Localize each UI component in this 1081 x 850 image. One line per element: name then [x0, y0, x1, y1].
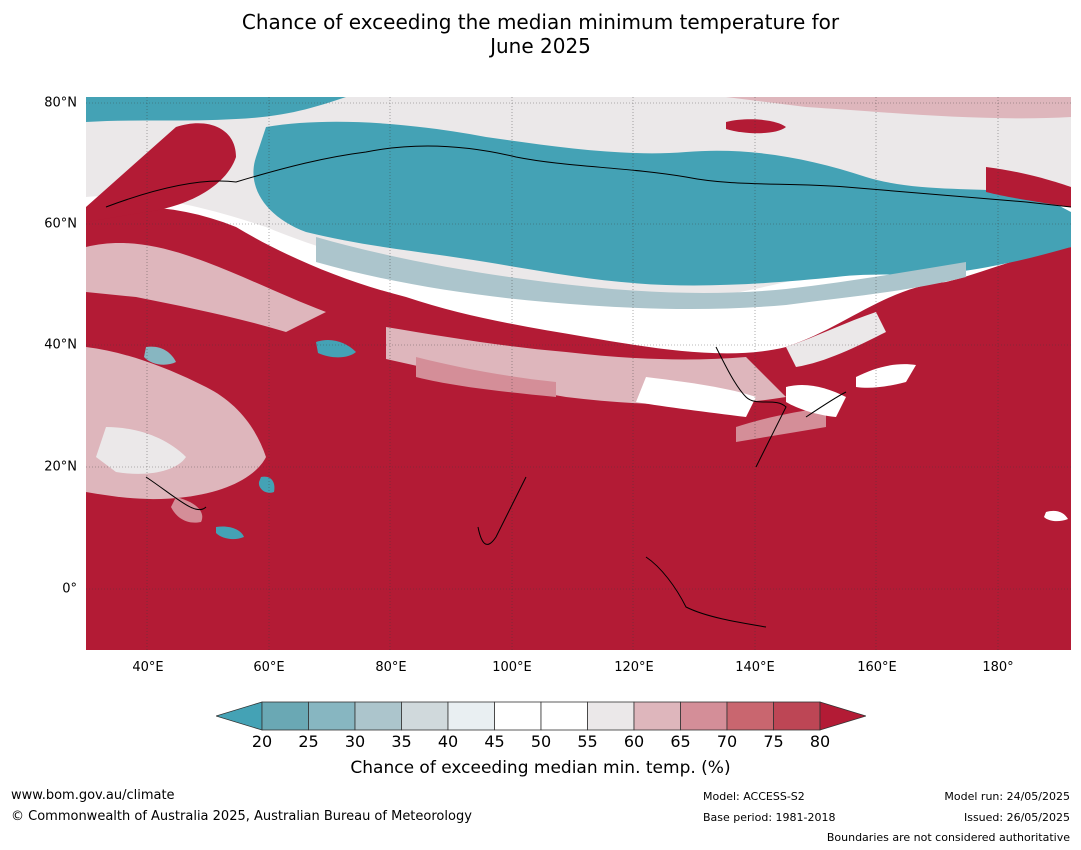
map-canvas — [86, 97, 1071, 650]
probability-map — [86, 97, 1071, 650]
lat-label-40n: 40°N — [44, 337, 77, 353]
footer-model-run: Model run: 24/05/2025 — [944, 790, 1070, 803]
colorbar-tick-label: 70 — [716, 732, 738, 751]
lon-label-120e: 120°E — [614, 660, 654, 675]
lon-label-60e: 60°E — [253, 660, 285, 675]
lon-label-80e: 80°E — [375, 660, 407, 675]
colorbar-graphic — [214, 701, 868, 731]
colorbar-segment — [587, 701, 635, 731]
colorbar-segment — [773, 701, 821, 731]
lat-label-80n: 80°N — [44, 95, 77, 111]
lat-label-60n: 60°N — [44, 216, 77, 232]
colorbar-segment — [308, 701, 356, 731]
footer-disclaimer: Boundaries are not considered authoritat… — [826, 831, 1070, 844]
colorbar-tick-label: 40 — [437, 732, 459, 751]
colorbar-segment — [680, 701, 728, 731]
colorbar-tick-label: 75 — [763, 732, 784, 751]
colorbar-tick-label: 55 — [577, 732, 598, 751]
colorbar-tick-label: 25 — [298, 732, 319, 751]
footer-copyright: © Commonwealth of Australia 2025, Austra… — [11, 809, 472, 824]
footer-issued: Issued: 26/05/2025 — [963, 811, 1070, 824]
colorbar-tick-label: 35 — [391, 732, 412, 751]
lon-label-140e: 140°E — [735, 660, 775, 675]
lon-label-160e: 160°E — [857, 660, 897, 675]
colorbar-segment — [540, 701, 588, 731]
lon-label-100e: 100°E — [492, 660, 532, 675]
colorbar-tick-label: 30 — [344, 732, 366, 751]
colorbar-tick-label: 80 — [809, 732, 831, 751]
lon-label-180: 180° — [982, 660, 1014, 675]
colorbar-segment — [726, 701, 774, 731]
colorbar-segment — [633, 701, 681, 731]
map-title: Chance of exceeding the median minimum t… — [0, 10, 1081, 58]
colorbar-segment — [401, 701, 449, 731]
colorbar-tick-label: 20 — [251, 732, 273, 751]
colorbar-tick-label: 60 — [623, 732, 645, 751]
lat-label-0: 0° — [62, 581, 77, 597]
title-line-2: June 2025 — [490, 34, 591, 58]
colorbar-tick-label: 45 — [484, 732, 505, 751]
colorbar-under-arrow — [214, 701, 263, 731]
footer-url: www.bom.gov.au/climate — [11, 788, 175, 803]
title-line-1: Chance of exceeding the median minimum t… — [241, 10, 840, 34]
colorbar-segment — [494, 701, 542, 731]
lon-label-40e: 40°E — [132, 660, 164, 675]
colorbar — [214, 701, 868, 735]
colorbar-label: Chance of exceeding median min. temp. (%… — [350, 758, 731, 778]
footer-model: Model: ACCESS-S2 — [703, 790, 805, 803]
colorbar-segment — [447, 701, 495, 731]
footer-base-period: Base period: 1981-2018 — [703, 811, 836, 824]
colorbar-segment — [354, 701, 402, 731]
colorbar-tick-label: 65 — [670, 732, 691, 751]
lat-label-20n: 20°N — [44, 459, 77, 475]
colorbar-tick-label: 50 — [530, 732, 552, 751]
colorbar-over-arrow — [819, 701, 868, 731]
colorbar-segment — [261, 701, 309, 731]
